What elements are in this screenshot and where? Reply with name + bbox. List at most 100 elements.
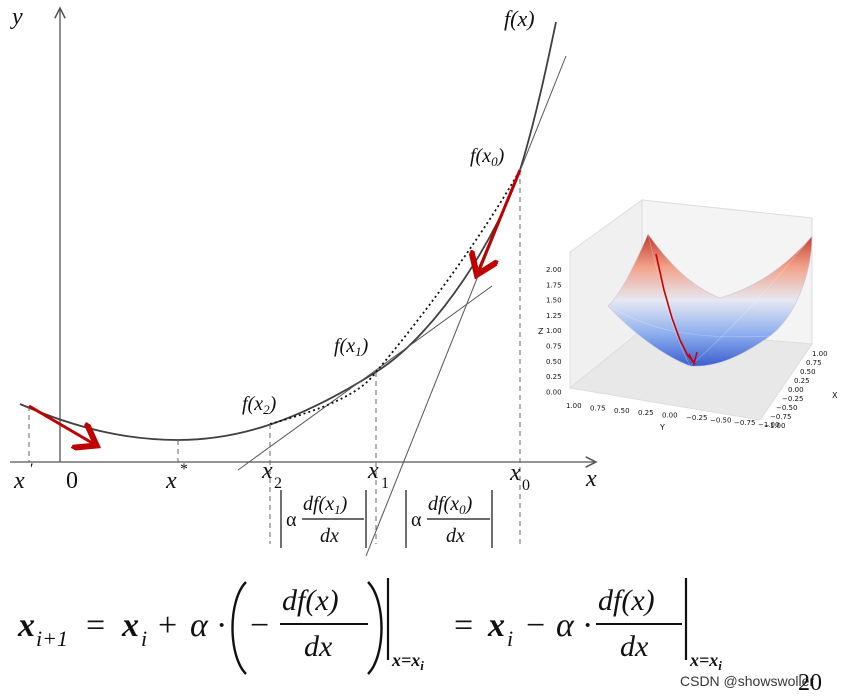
x_ticks-label: −0.25 xyxy=(782,395,803,403)
x_ticks-label: 0.75 xyxy=(806,359,822,367)
x0-label: x 0 xyxy=(509,460,530,494)
y_ticks-label: −1.00 xyxy=(758,421,779,429)
step-annotation-x0: α df(x0) dx xyxy=(405,490,493,548)
surface-floor xyxy=(568,329,813,421)
z_ticks-label: 0.75 xyxy=(546,343,562,351)
y_ticks-label: 0.75 xyxy=(590,404,606,412)
svg-text:x: x xyxy=(13,468,25,494)
y-axis-label-3d: Y xyxy=(659,423,665,432)
x-axis-label: x xyxy=(585,466,597,492)
x_ticks-label: 0.00 xyxy=(788,386,804,394)
x_ticks-label: 1.00 xyxy=(812,350,828,358)
svg-text:df(x1): df(x1) xyxy=(303,493,348,517)
svg-text:x: x xyxy=(509,460,521,486)
svg-text:dx: dx xyxy=(304,630,333,663)
z_ticks-label: 1.75 xyxy=(546,281,562,289)
watermark: CSDN @showswoller xyxy=(680,673,814,689)
svg-text:x=xi: x=xi xyxy=(391,650,424,673)
svg-text:i: i xyxy=(141,626,147,651)
y_ticks-label: 0.50 xyxy=(614,407,630,415)
svg-text:df(x): df(x) xyxy=(598,584,655,617)
svg-text:*: * xyxy=(180,461,188,478)
z_ticks-label: 1.00 xyxy=(546,327,562,335)
y_ticks-label: −0.25 xyxy=(686,414,707,422)
svg-text:2: 2 xyxy=(274,475,282,492)
f-x2-label: f(x2) xyxy=(242,393,277,417)
svg-text:x: x xyxy=(367,458,379,484)
svg-text:x=xi: x=xi xyxy=(689,650,722,673)
svg-text:1: 1 xyxy=(381,475,389,492)
step-annotation-x1: α df(x1) dx xyxy=(280,490,367,548)
svg-text:·: · xyxy=(582,607,593,644)
svg-text:f(x2): f(x2) xyxy=(242,393,277,417)
update-equation: x i+1 = x i + α · − df(x) dx x=xi = x i … xyxy=(17,578,722,675)
svg-text:+: + xyxy=(158,607,177,644)
zero-label: 0 xyxy=(66,468,78,494)
y_ticks-label: 1.00 xyxy=(566,402,582,410)
surface-3d-inset: 2.001.751.501.251.000.750.500.250.00 Z 1… xyxy=(538,199,838,432)
svg-text:α: α xyxy=(556,607,575,644)
red-arrow-left xyxy=(28,404,94,444)
svg-text:x: x xyxy=(261,458,273,484)
y_ticks-label: −0.75 xyxy=(734,419,755,427)
x_ticks-label: −0.75 xyxy=(770,413,791,421)
svg-text:x: x xyxy=(487,607,505,644)
z_ticks-label: 0.25 xyxy=(546,373,562,381)
svg-text:i: i xyxy=(507,626,513,651)
svg-text:x: x xyxy=(121,607,139,644)
x1-label: x 1 xyxy=(367,458,389,492)
function-curve xyxy=(19,21,557,441)
x_ticks-label: −1.00 xyxy=(764,422,785,430)
z_ticks-label: 0.50 xyxy=(546,358,562,366)
x_ticks-label: 0.50 xyxy=(800,368,816,376)
z_ticks-label: 2.00 xyxy=(546,266,562,274)
secant-dotted xyxy=(269,169,521,425)
svg-text:=: = xyxy=(454,607,473,644)
y-axis-label: y xyxy=(10,4,23,30)
tangent-x0 xyxy=(365,55,567,557)
svg-text:dx: dx xyxy=(620,630,649,663)
z_ticks-label: 0.00 xyxy=(546,388,562,396)
svg-text:α: α xyxy=(190,607,209,644)
svg-text:α: α xyxy=(286,509,297,531)
svg-text:f(x0): f(x0) xyxy=(470,145,505,169)
svg-text:x: x xyxy=(17,607,35,644)
svg-text:dx: dx xyxy=(446,525,465,547)
tangent-x1 xyxy=(237,285,493,471)
svg-text:df(x): df(x) xyxy=(282,584,339,617)
svg-text:·: · xyxy=(216,607,227,644)
z_ticks-label: 1.50 xyxy=(546,297,562,305)
z-tick-labels: 2.00 1.75 1.50 1.25 1.00 0.75 0.50 0.25 0.00 xyxy=(546,266,562,396)
x-tick-labels: 1.000.750.500.250.00−0.25−0.50−0.75−1.00 xyxy=(764,350,828,430)
y-tick-labels: 1.00 0.75 0.50 0.25 0.00 −0.25 −0.50 −0.75 −1.00 xyxy=(566,402,779,429)
x_ticks-label: −0.50 xyxy=(776,404,797,412)
svg-text:x: x xyxy=(165,468,177,494)
x_ticks-label: 0.25 xyxy=(794,377,810,385)
z_ticks-label: 1.25 xyxy=(546,312,562,320)
svg-text:−: − xyxy=(250,607,269,644)
svg-text:−: − xyxy=(526,607,545,644)
x-axis-label-3d: X xyxy=(832,391,838,400)
svg-text:dx: dx xyxy=(320,525,339,547)
svg-text:′: ′ xyxy=(30,461,34,478)
red-arrow-x0 xyxy=(478,169,522,272)
svg-text:0: 0 xyxy=(522,477,530,494)
svg-text:α: α xyxy=(411,509,422,531)
f-x1-label: f(x1) xyxy=(334,335,369,359)
x-prime-label: x ′ xyxy=(13,461,34,494)
y_ticks-label: −0.50 xyxy=(710,416,731,424)
z-axis-label: Z xyxy=(538,327,544,336)
descent-path xyxy=(655,253,695,363)
f-x0-label: f(x0) xyxy=(470,145,505,169)
curve-label: f(x) xyxy=(504,6,535,31)
x-star-label: x * xyxy=(165,461,188,494)
y_ticks-label: 0.00 xyxy=(662,412,678,420)
page-number: 20 xyxy=(798,670,822,696)
svg-text:df(x0): df(x0) xyxy=(428,493,473,517)
x2-label: x 2 xyxy=(261,458,282,492)
svg-text:=: = xyxy=(86,607,105,644)
svg-text:f(x1): f(x1) xyxy=(334,335,369,359)
svg-text:i+1: i+1 xyxy=(36,626,68,651)
